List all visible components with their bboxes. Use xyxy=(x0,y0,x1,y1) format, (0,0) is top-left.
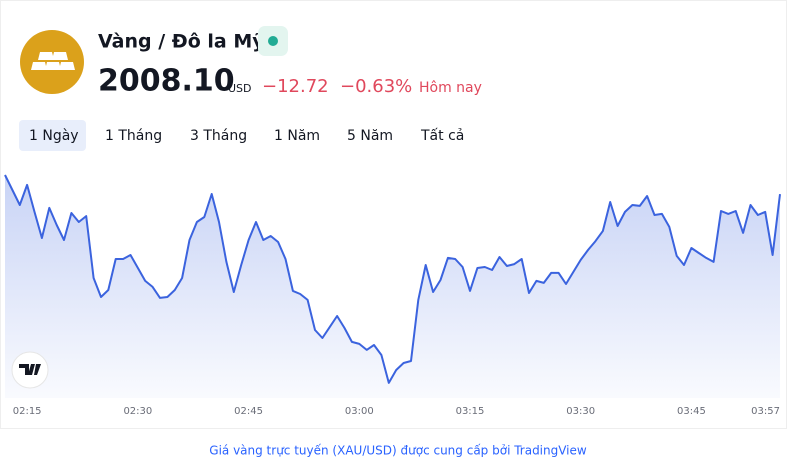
price: 2008.10 xyxy=(98,64,235,99)
status-dot xyxy=(268,36,278,46)
title: Vàng / Đô la Mỹ xyxy=(98,31,265,53)
period: Hôm nay xyxy=(419,80,482,96)
tab-selected-bg xyxy=(19,120,86,151)
x-tick-label: 02:30 xyxy=(123,406,152,417)
x-tick-label: 03:57 xyxy=(751,406,780,417)
area xyxy=(5,175,780,398)
tab[interactable]: 1 Năm xyxy=(274,128,320,144)
tv-logo xyxy=(11,351,49,389)
tab[interactable]: 3 Tháng xyxy=(190,128,247,144)
x-tick-label: 02:15 xyxy=(13,406,42,417)
tab[interactable]: 5 Năm xyxy=(347,128,393,144)
x-tick-label: 03:00 xyxy=(345,406,374,417)
tab[interactable]: Tất cả xyxy=(420,128,464,144)
x-tick-label: 03:45 xyxy=(677,406,706,417)
tab[interactable]: 1 Ngày xyxy=(29,128,79,144)
x-tick-label: 03:30 xyxy=(566,406,595,417)
change: −12.72 xyxy=(262,76,329,97)
footer[interactable]: Giá vàng trực tuyến (XAU/USD) được cung … xyxy=(209,444,587,458)
tab[interactable]: 1 Tháng xyxy=(105,128,162,144)
x-tick-label: 03:15 xyxy=(456,406,485,417)
price-line xyxy=(4,174,781,384)
logo xyxy=(20,30,84,94)
currency: USD xyxy=(228,82,252,95)
x-tick-label: 02:45 xyxy=(234,406,263,417)
change-percent: −0.63% xyxy=(340,76,412,97)
